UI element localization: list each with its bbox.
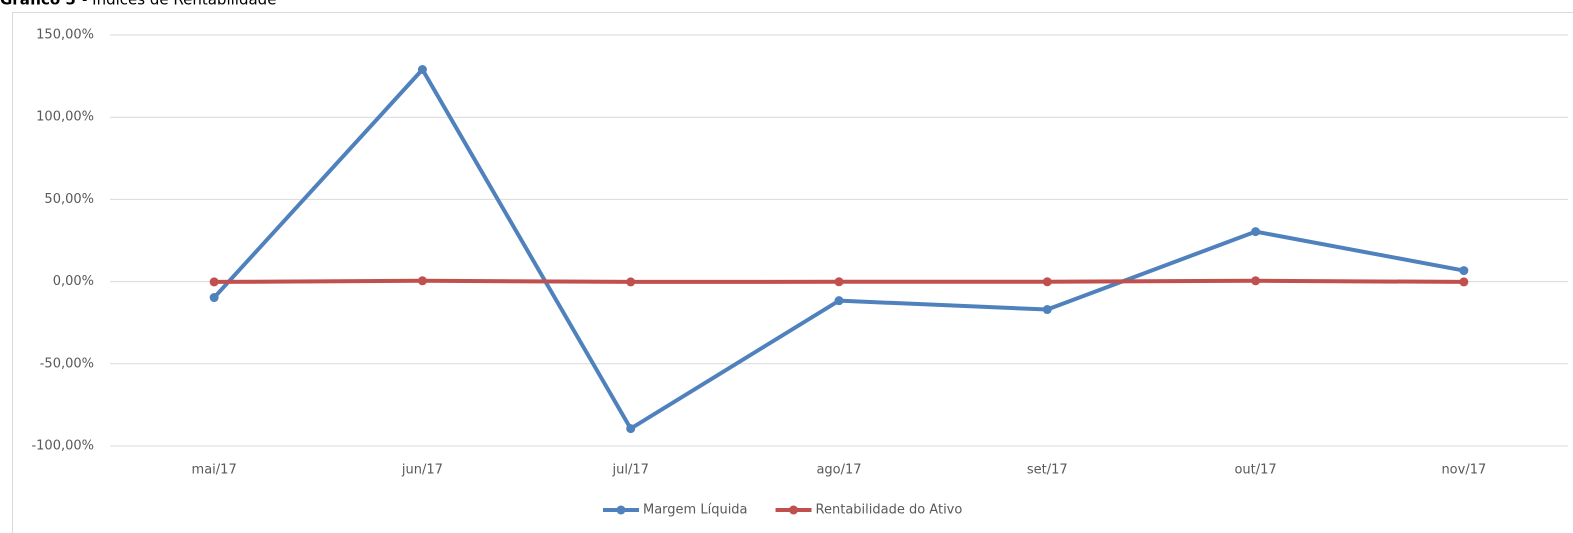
y-tick-label: -50,00% [40,356,94,371]
data-point [1251,227,1261,237]
data-point [417,276,427,286]
x-tick-label: ago/17 [816,463,861,478]
chart-title-label: Gráfico 5 [0,0,76,9]
x-tick-label: nov/17 [1441,463,1486,478]
data-point [1459,266,1469,276]
data-point [1251,276,1261,286]
legend-label: Rentabilidade do Ativo [816,503,963,518]
legend-marker [789,505,799,515]
x-tick-label: set/17 [1027,463,1068,478]
chart-frame [12,12,1573,533]
x-tick-label: jun/17 [401,463,443,478]
data-point [1042,277,1052,287]
x-tick-label: mai/17 [192,463,237,478]
data-point [1459,277,1469,287]
series-line [212,67,1465,431]
data-point [626,277,636,287]
data-point [626,424,636,434]
y-tick-label: -100,00% [31,439,94,454]
data-point [834,277,844,287]
data-point [834,296,844,306]
chart-title: - Índices de Rentabilidade [82,0,276,9]
x-tick-label: jul/17 [612,463,649,478]
data-point [1042,305,1052,315]
data-point [209,277,219,287]
data-point [209,293,219,303]
y-tick-label: 0,00% [53,274,94,289]
y-tick-label: 50,00% [44,192,94,207]
x-tick-label: out/17 [1234,463,1276,478]
y-tick-label: 150,00% [36,28,94,43]
data-point [417,65,427,75]
legend-label: Margem Líquida [643,503,748,518]
legend-marker [616,505,626,515]
y-tick-label: 100,00% [36,110,94,125]
